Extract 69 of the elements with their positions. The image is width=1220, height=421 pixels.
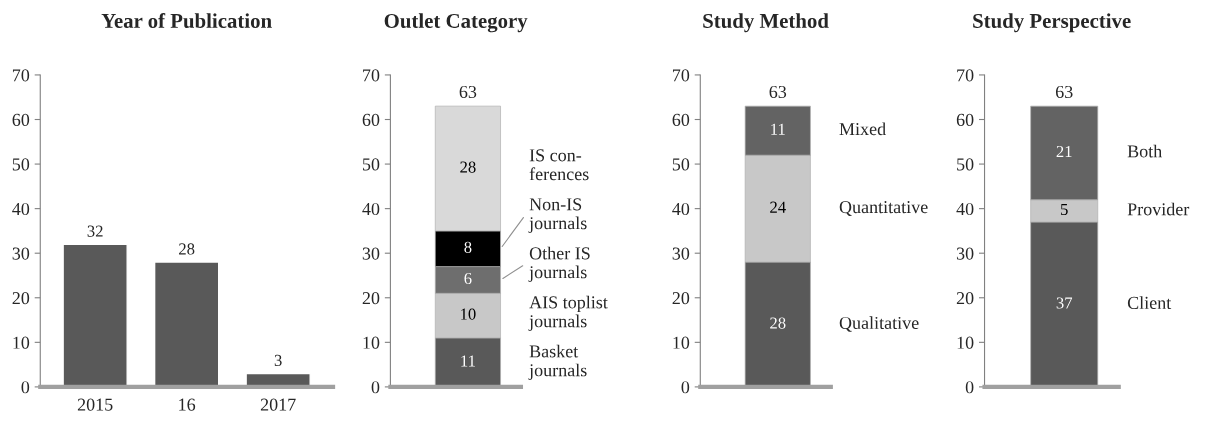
x-tick-label: 16 — [179, 398, 196, 411]
y-tick-label: 50 — [12, 158, 30, 171]
data-label: 21 — [1056, 145, 1072, 157]
y-tick-label: 30 — [362, 247, 380, 260]
series-label: Both — [1127, 144, 1163, 158]
data-label: 6 — [464, 272, 472, 285]
series-label: Other IS journals — [528, 246, 590, 282]
series-label: Client — [1127, 296, 1172, 309]
y-tick-label: 0 — [21, 381, 30, 394]
y-tick-label: 40 — [672, 202, 690, 216]
chart-title: Year of Publication — [101, 13, 272, 28]
y-tick-label: 30 — [672, 247, 690, 260]
y-tick-label: 20 — [956, 292, 974, 305]
y-tick-label: 70 — [957, 69, 974, 82]
y-tick-label: 70 — [363, 69, 380, 82]
y-tick-label: 10 — [673, 336, 690, 349]
series-label: Mixed — [839, 122, 886, 136]
x-tick-label: 2015 — [77, 398, 113, 411]
series-label: Provider — [1127, 202, 1190, 216]
data-label: 11 — [461, 355, 475, 367]
data-label: 28 — [770, 317, 786, 329]
series-label: Quantitative — [839, 201, 928, 216]
chart-title: Study Perspective — [973, 13, 1131, 33]
y-tick-label: 40 — [12, 202, 30, 216]
x-tick-label: 2017 — [260, 398, 296, 411]
chart-title: Outlet Category — [384, 13, 528, 33]
bar — [62, 243, 128, 387]
y-tick-label: 0 — [681, 381, 690, 394]
series-label: Qualitative — [839, 316, 919, 332]
y-tick-label: 70 — [12, 69, 30, 82]
y-tick-label: 50 — [957, 158, 974, 171]
data-label: 8 — [464, 241, 472, 253]
y-tick-label: 30 — [12, 247, 30, 260]
y-tick-label: 60 — [672, 113, 690, 126]
y-tick-label: 20 — [362, 292, 380, 305]
y-tick-label: 0 — [965, 381, 974, 394]
total-label: 63 — [1055, 85, 1073, 99]
data-label: 24 — [770, 201, 786, 213]
data-label: 28 — [179, 243, 195, 255]
y-tick-label: 10 — [957, 336, 974, 349]
y-tick-label: 70 — [673, 69, 690, 82]
y-tick-label: 10 — [363, 336, 380, 349]
total-label: 63 — [459, 85, 477, 99]
data-label: 37 — [1056, 297, 1073, 309]
y-tick-label: 60 — [12, 113, 30, 126]
y-tick-label: 30 — [956, 247, 974, 260]
data-label: 10 — [461, 308, 476, 320]
y-tick-label: 0 — [371, 381, 380, 394]
data-label: 11 — [771, 123, 785, 135]
data-label: 32 — [87, 225, 103, 237]
data-label: 28 — [460, 161, 476, 173]
y-tick-label: 40 — [956, 202, 974, 216]
y-tick-label: 40 — [362, 202, 380, 216]
series-label: IS con- ferences — [529, 149, 589, 181]
y-tick-label: 10 — [13, 336, 30, 349]
y-tick-label: 50 — [362, 158, 380, 171]
y-tick-label: 60 — [362, 113, 380, 126]
y-tick-label: 50 — [672, 158, 690, 171]
y-tick-label: 60 — [956, 113, 974, 126]
y-tick-label: 20 — [672, 292, 690, 305]
chart-title: Study Method — [703, 13, 829, 33]
total-label: 63 — [769, 85, 787, 99]
series-label: Non-IS journals — [528, 198, 587, 233]
series-label: AIS toplist journals — [528, 295, 608, 331]
data-label: 3 — [274, 354, 282, 366]
series-label: Basket journals — [528, 344, 587, 381]
data-label: 5 — [1061, 203, 1068, 216]
y-tick-label: 20 — [12, 292, 30, 305]
bar — [153, 261, 220, 387]
